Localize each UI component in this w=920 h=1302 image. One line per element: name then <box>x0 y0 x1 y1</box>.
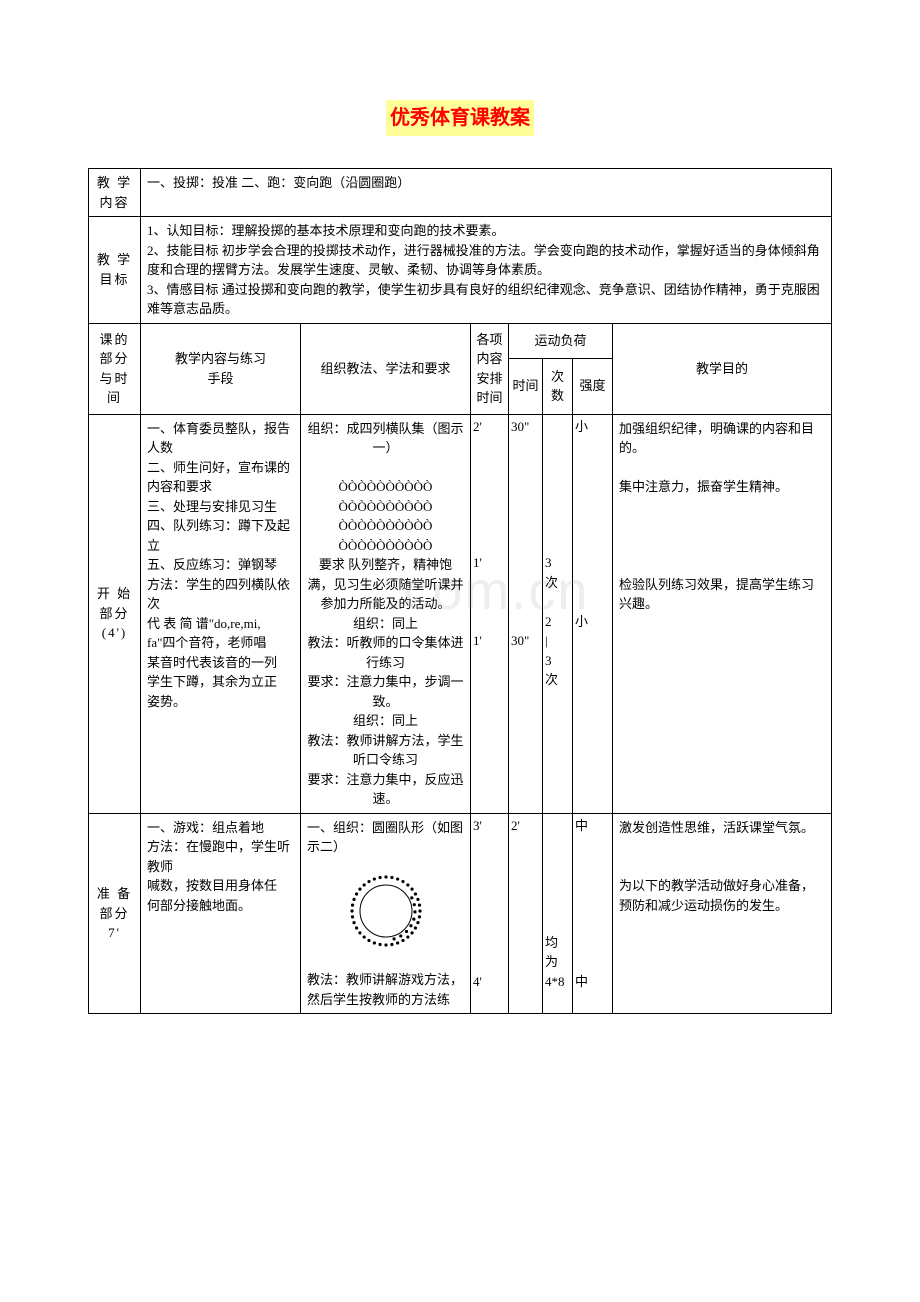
section-start-label: 开 始 部分 (4') <box>89 414 141 813</box>
section-start-org: 组织：成四列横队集（图示一） ÒÒÒÒÒÒÒÒÒÒ ÒÒÒÒÒÒÒÒÒÒ ÒÒÒ… <box>301 414 471 813</box>
header-method: 教学内容与练习 手段 <box>141 323 301 414</box>
section-prep-org-suffix: 教法：教师讲解游戏方法，然后学生按教师的方法练 <box>307 972 463 1007</box>
header-intensity: 强度 <box>573 358 613 414</box>
header-row-1: 课的 部分 与时 间 教学内容与练习 手段 组织教法、学法和要求 各项 内容 安… <box>89 323 832 358</box>
section-row-start: 开 始 部分 (4') 一、体育委员整队，报告人数 二、师生问好，宣布课的内容和… <box>89 414 832 813</box>
header-org: 组织教法、学法和要求 <box>301 323 471 414</box>
lesson-plan-table: 教 学 内容 一、投掷：投准 二、跑：变向跑（沿圆圈跑） 教 学 目标 1、认知… <box>88 168 832 1014</box>
title-wrap: 优秀体育课教案 <box>88 100 832 152</box>
page-title: 优秀体育课教案 <box>386 100 534 136</box>
section-prep-times: 均 为 4*8 <box>543 813 573 1014</box>
header-load: 运动负荷 <box>509 323 613 358</box>
section-prep-intensity: 中 中 <box>573 813 613 1014</box>
header-time: 时间 <box>509 358 543 414</box>
section-prep-label: 准 备 部分 7' <box>89 813 141 1014</box>
section-prep-schedule: 3' 4' <box>471 813 509 1014</box>
goal-text: 1、认知目标：理解投掷的基本技术原理和变向跑的技术要素。 2、技能目标 初步学会… <box>141 217 832 324</box>
section-prep-org: 一、组织：圆圈队形（如图示二） 教法：教师讲解游戏方法，然后学生按教师的方法练 <box>301 813 471 1014</box>
content-label: 教 学 内容 <box>89 169 141 217</box>
section-prep-method: 一、游戏：组点着地 方法：在慢跑中，学生听教师 喊数，按数目用身体任 何部分接触… <box>141 813 301 1014</box>
goal-label: 教 学 目标 <box>89 217 141 324</box>
header-times: 次 数 <box>543 358 573 414</box>
section-start-time: 30" 30" <box>509 414 543 813</box>
section-prep-time: 2' <box>509 813 543 1014</box>
header-purpose: 教学目的 <box>613 323 832 414</box>
section-prep-purpose: 激发创造性思维，活跃课堂气氛。 为以下的教学活动做好身心准备，预防和减少运动损伤… <box>613 813 832 1014</box>
header-schedule: 各项 内容 安排 时间 <box>471 323 509 414</box>
circle-diagram-wrap <box>307 857 464 971</box>
section-start-intensity: 小 小 <box>573 414 613 813</box>
section-start-times: 3 次 2 | 3 次 <box>543 414 573 813</box>
section-start-schedule: 2' 1' 1' <box>471 414 509 813</box>
section-start-method: 一、体育委员整队，报告人数 二、师生问好，宣布课的内容和要求 三、处理与安排见习… <box>141 414 301 813</box>
section-row-prep: 准 备 部分 7' 一、游戏：组点着地 方法：在慢跑中，学生听教师 喊数，按数目… <box>89 813 832 1014</box>
section-prep-org-prefix: 一、组织：圆圈队形（如图示二） <box>307 820 463 855</box>
header-section: 课的 部分 与时 间 <box>89 323 141 414</box>
content-text: 一、投掷：投准 二、跑：变向跑（沿圆圈跑） <box>141 169 832 217</box>
goal-row: 教 学 目标 1、认知目标：理解投掷的基本技术原理和变向跑的技术要素。 2、技能… <box>89 217 832 324</box>
circle-diagram-icon <box>326 861 446 961</box>
content-row: 教 学 内容 一、投掷：投准 二、跑：变向跑（沿圆圈跑） <box>89 169 832 217</box>
section-start-purpose: 加强组织纪律，明确课的内容和目的。 集中注意力，振奋学生精神。 检验队列练习效果… <box>613 414 832 813</box>
